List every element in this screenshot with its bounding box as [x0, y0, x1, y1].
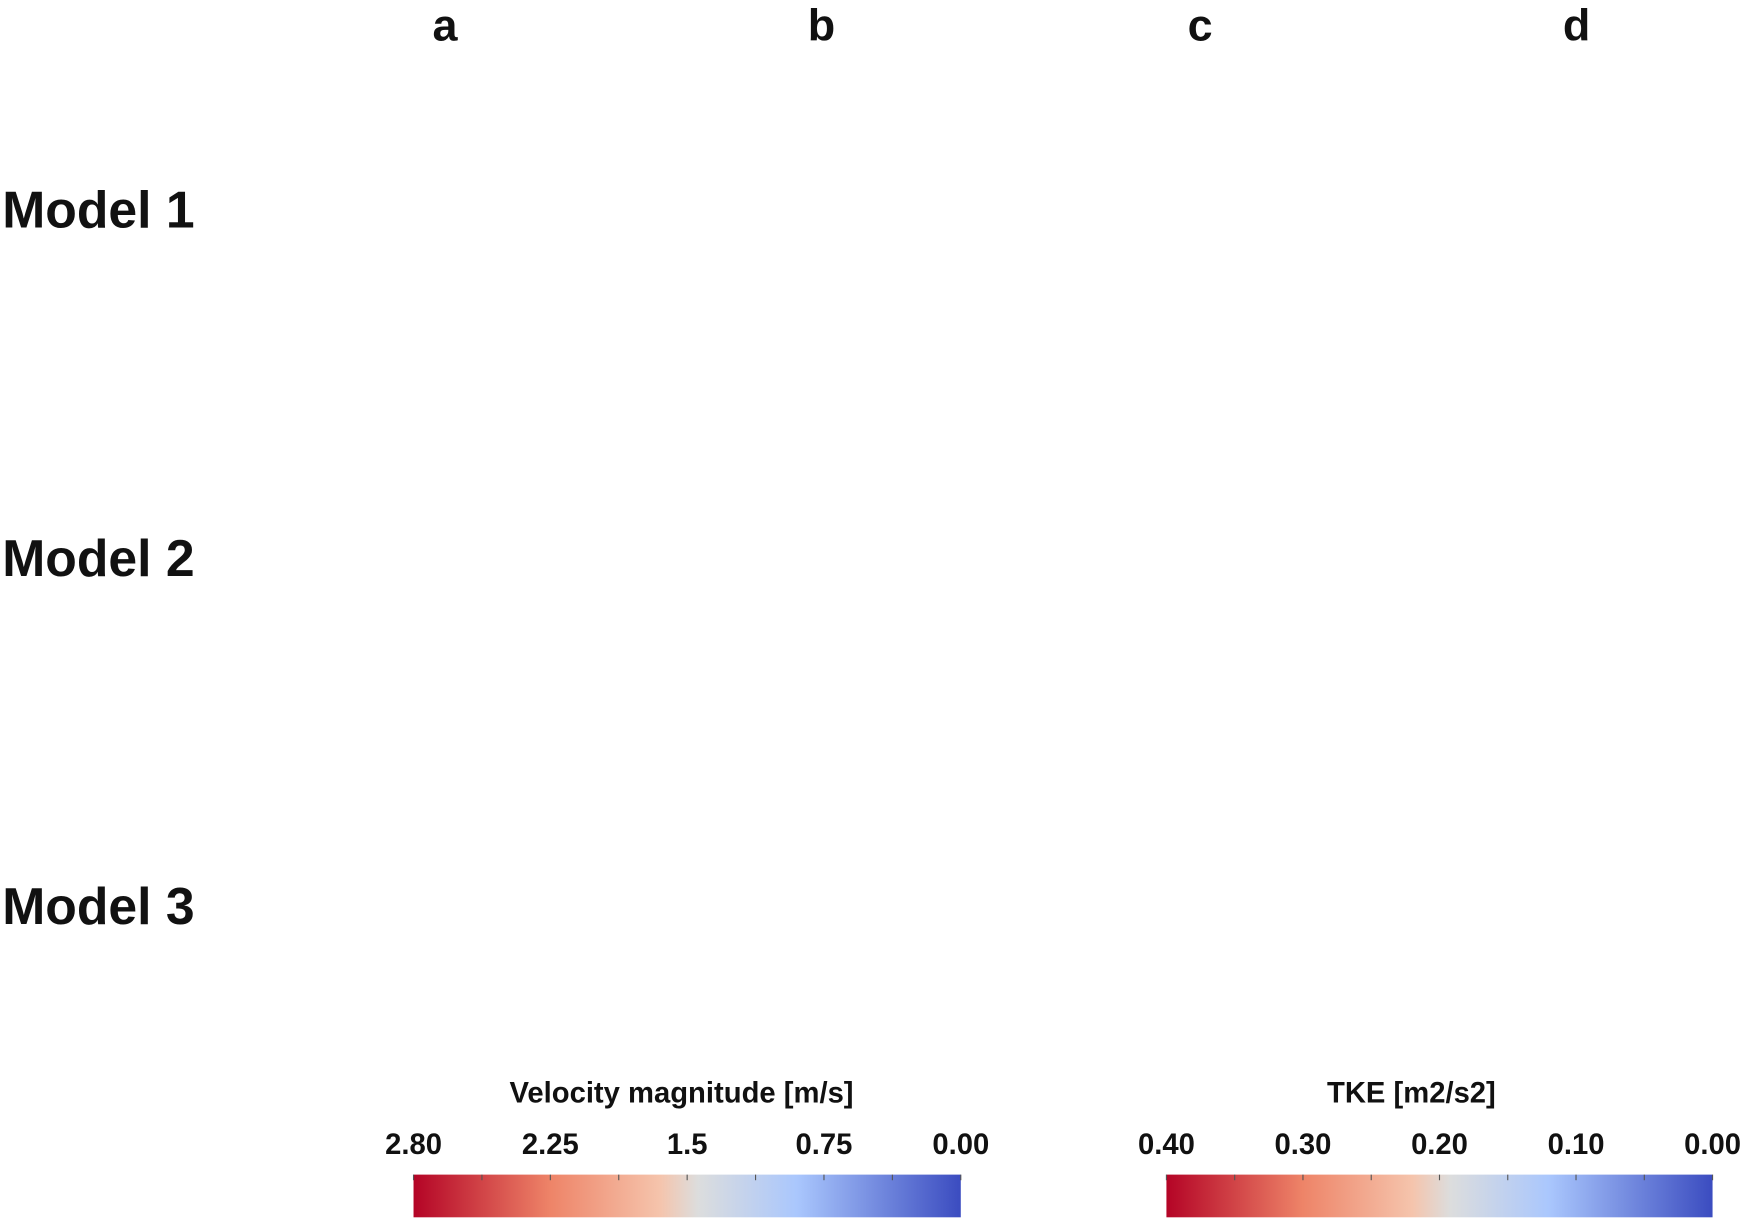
shear-band — [1006, 852, 1354, 989]
contour-body — [251, 45, 656, 382]
inlet — [650, 101, 672, 148]
colorbar-tick-label: 0.40 — [1138, 1129, 1195, 1161]
colorbar — [413, 1174, 961, 1218]
shear-top — [1450, 93, 1579, 118]
background — [1006, 742, 1411, 1079]
colorbar-tick-label: 0.20 — [1411, 1129, 1468, 1161]
colorbar-title: TKE [m2/s2] — [1327, 1078, 1496, 1110]
contour-body — [251, 742, 656, 1079]
colorbar-tick-label: 0.10 — [1548, 1129, 1605, 1161]
contour — [1382, 742, 1762, 1079]
shear-peak — [1163, 444, 1208, 472]
inlet — [273, 101, 295, 148]
shear-band — [1006, 504, 1354, 641]
colorbar-tick-label: 1.5 — [667, 1129, 708, 1161]
contour-body — [627, 394, 1032, 731]
colorbar-tick-label: 2.80 — [385, 1129, 442, 1161]
contour-panel — [1382, 742, 1762, 1079]
colorbar — [1166, 1174, 1713, 1218]
shear-top — [1450, 790, 1579, 815]
background — [1382, 45, 1762, 382]
contour-panel — [251, 45, 656, 382]
colorbar-tick-label: 0.00 — [1684, 1129, 1741, 1161]
colorbar-tick-label: 2.25 — [522, 1129, 579, 1161]
contour-body — [1006, 394, 1411, 731]
background — [1006, 45, 1411, 382]
shear-top — [1073, 442, 1202, 467]
colorbar-title: Velocity magnitude [m/s] — [510, 1078, 854, 1110]
background — [251, 394, 656, 731]
row-label: Model 3 — [2, 877, 194, 935]
row-label: Model 2 — [2, 529, 194, 587]
contour — [251, 742, 656, 1079]
contour — [627, 394, 1032, 731]
shear-peak — [1540, 444, 1585, 472]
colorbar-tick-label: 0.75 — [796, 1129, 853, 1161]
contour-panel — [1006, 394, 1411, 731]
shear-band — [1382, 852, 1730, 989]
column-label: d — [1563, 0, 1590, 50]
column-label: c — [1188, 0, 1213, 50]
background — [251, 742, 656, 1079]
shear-band — [1382, 155, 1730, 292]
background — [627, 394, 1032, 731]
contour-panel — [1382, 45, 1762, 382]
shear-band — [1006, 155, 1354, 292]
row-label: Model 1 — [2, 180, 194, 238]
contour — [1006, 742, 1411, 1079]
contour-panel — [1382, 394, 1762, 731]
contour-body — [1382, 742, 1762, 1079]
contour — [1382, 394, 1762, 731]
contour-body — [1006, 742, 1411, 1079]
background — [627, 742, 1032, 1079]
contour-body — [251, 394, 656, 731]
background — [1382, 742, 1762, 1079]
shear-peak — [1540, 96, 1585, 124]
shear-peak — [1163, 793, 1208, 821]
contour-body — [1006, 45, 1411, 382]
contour-panel — [627, 45, 1032, 382]
shear-peak — [1163, 96, 1208, 124]
background — [251, 45, 656, 382]
contour — [251, 45, 656, 382]
contour-panel — [627, 742, 1032, 1079]
contour-panel — [1006, 45, 1411, 382]
jet — [627, 126, 1009, 326]
shear-top — [1073, 93, 1202, 118]
background — [627, 45, 1032, 382]
contour — [1006, 394, 1411, 731]
contour-body — [627, 742, 1032, 1079]
jet — [627, 475, 1009, 675]
shear-peak — [1540, 793, 1585, 821]
background — [1006, 394, 1411, 731]
column-label: a — [432, 0, 458, 50]
background — [1382, 394, 1762, 731]
shear-band — [1382, 504, 1730, 641]
jet — [251, 475, 633, 675]
contour-panel — [1006, 742, 1411, 1079]
contour — [627, 45, 1032, 382]
contour — [627, 742, 1032, 1079]
colorbar-tick-label: 0.30 — [1275, 1129, 1332, 1161]
contour-panel — [627, 394, 1032, 731]
colorbar-tick-label: 0.00 — [932, 1129, 989, 1161]
jet — [251, 823, 633, 1023]
contour-panel — [251, 742, 656, 1079]
jet — [627, 823, 1009, 1023]
shear-top — [1450, 442, 1579, 467]
contour-panel — [251, 394, 656, 731]
contour — [1382, 45, 1762, 382]
contour-body — [1382, 394, 1762, 731]
shear-top — [1073, 790, 1202, 815]
contour-body — [627, 45, 1032, 382]
contour — [1006, 45, 1411, 382]
column-label: b — [808, 0, 835, 50]
panels — [251, 45, 1762, 1079]
jet — [251, 126, 633, 326]
contour-body — [1382, 45, 1762, 382]
contour — [251, 394, 656, 731]
